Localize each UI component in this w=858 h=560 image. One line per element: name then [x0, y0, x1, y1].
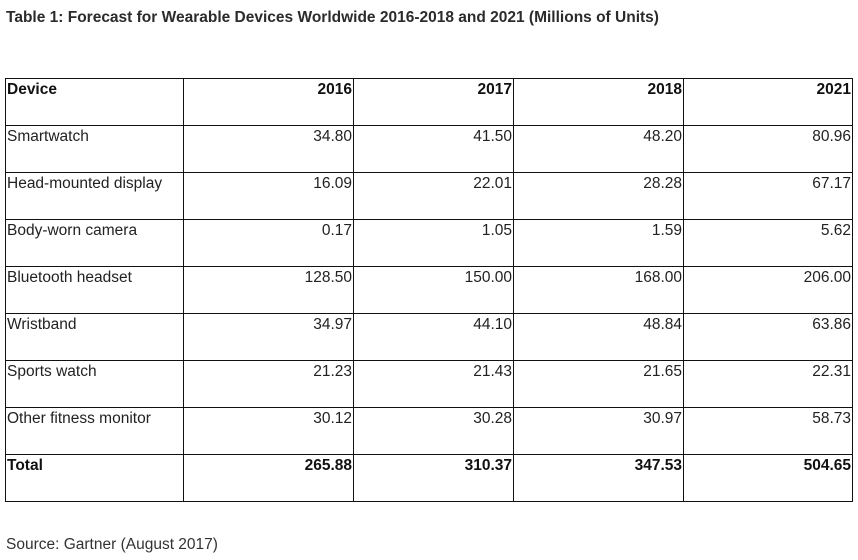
device-cell: Body-worn camera — [5, 219, 184, 267]
value-2021-cell: 22.31 — [683, 360, 853, 408]
value-2016-cell: 30.12 — [183, 407, 354, 455]
value-2016-cell: 34.80 — [183, 125, 354, 173]
total-2017-cell: 310.37 — [353, 454, 514, 502]
value-2021-cell: 206.00 — [683, 266, 853, 314]
device-cell: Bluetooth headset — [5, 266, 184, 314]
total-2021-cell: 504.65 — [683, 454, 853, 502]
value-2016-cell: 34.97 — [183, 313, 354, 361]
value-2017-cell: 150.00 — [353, 266, 514, 314]
value-2021-cell: 80.96 — [683, 125, 853, 173]
value-2018-cell: 48.84 — [513, 313, 684, 361]
value-2016-cell: 16.09 — [183, 172, 354, 220]
table-row: Other fitness monitor 30.12 30.28 30.97 … — [5, 407, 853, 455]
device-cell: Head-mounted display — [5, 172, 184, 220]
value-2018-cell: 168.00 — [513, 266, 684, 314]
value-2021-cell: 63.86 — [683, 313, 853, 361]
header-2021: 2021 — [683, 78, 853, 126]
device-cell: Smartwatch — [5, 125, 184, 173]
value-2018-cell: 1.59 — [513, 219, 684, 267]
table-row: Head-mounted display 16.09 22.01 28.28 6… — [5, 172, 853, 220]
table-title: Table 1: Forecast for Wearable Devices W… — [6, 9, 659, 26]
header-2017: 2017 — [353, 78, 514, 126]
value-2018-cell: 48.20 — [513, 125, 684, 173]
value-2018-cell: 28.28 — [513, 172, 684, 220]
table-row: Bluetooth headset 128.50 150.00 168.00 2… — [5, 266, 853, 314]
header-row: Device 2016 2017 2018 2021 — [5, 78, 853, 126]
device-cell: Other fitness monitor — [5, 407, 184, 455]
device-cell: Sports watch — [5, 360, 184, 408]
header-2016: 2016 — [183, 78, 354, 126]
device-cell: Wristband — [5, 313, 184, 361]
table-row: Smartwatch 34.80 41.50 48.20 80.96 — [5, 125, 853, 173]
table-row: Body-worn camera 0.17 1.05 1.59 5.62 — [5, 219, 853, 267]
value-2017-cell: 30.28 — [353, 407, 514, 455]
header-2018: 2018 — [513, 78, 684, 126]
value-2016-cell: 0.17 — [183, 219, 354, 267]
value-2017-cell: 21.43 — [353, 360, 514, 408]
forecast-table: Device 2016 2017 2018 2021 Smartwatch 34… — [5, 78, 853, 502]
value-2017-cell: 1.05 — [353, 219, 514, 267]
total-2018-cell: 347.53 — [513, 454, 684, 502]
value-2021-cell: 58.73 — [683, 407, 853, 455]
total-label-cell: Total — [5, 454, 184, 502]
source-note: Source: Gartner (August 2017) — [6, 536, 218, 553]
value-2017-cell: 41.50 — [353, 125, 514, 173]
value-2016-cell: 128.50 — [183, 266, 354, 314]
value-2018-cell: 21.65 — [513, 360, 684, 408]
value-2017-cell: 44.10 — [353, 313, 514, 361]
value-2017-cell: 22.01 — [353, 172, 514, 220]
total-row: Total 265.88 310.37 347.53 504.65 — [5, 454, 853, 502]
total-2016-cell: 265.88 — [183, 454, 354, 502]
value-2018-cell: 30.97 — [513, 407, 684, 455]
value-2021-cell: 5.62 — [683, 219, 853, 267]
value-2016-cell: 21.23 — [183, 360, 354, 408]
table-row: Sports watch 21.23 21.43 21.65 22.31 — [5, 360, 853, 408]
header-device: Device — [5, 78, 184, 126]
table-row: Wristband 34.97 44.10 48.84 63.86 — [5, 313, 853, 361]
value-2021-cell: 67.17 — [683, 172, 853, 220]
